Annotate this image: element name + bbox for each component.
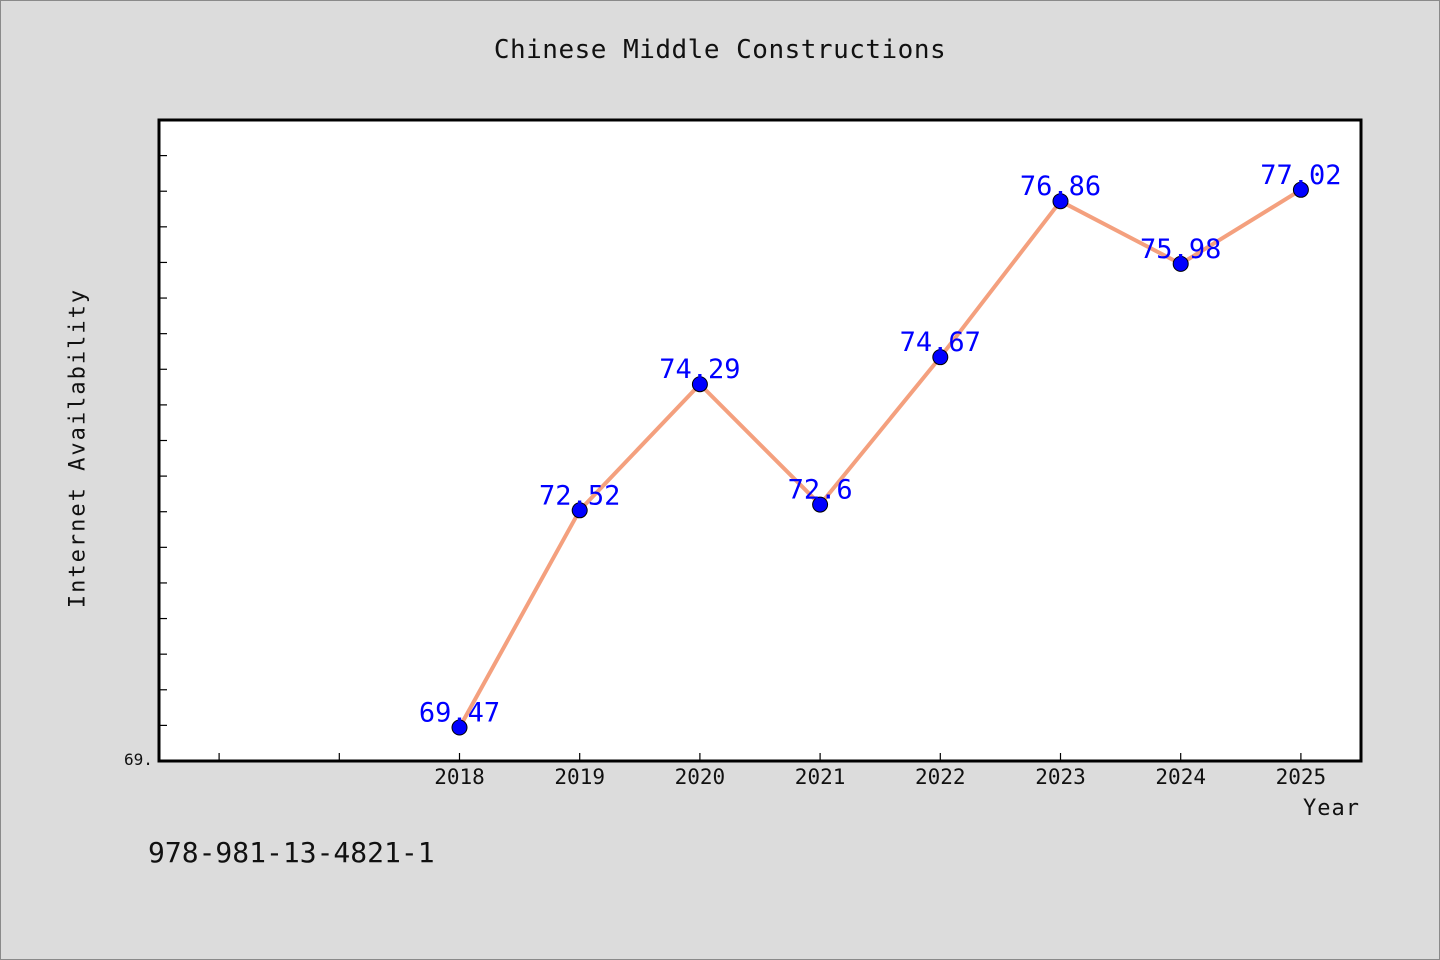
chart-title: Chinese Middle Constructions [493, 35, 947, 65]
x-tick-label: 2023 [1035, 765, 1086, 789]
x-tick-label: 2021 [795, 765, 846, 789]
x-tick-label: 2024 [1155, 765, 1206, 789]
x-axis-label: Year [1303, 796, 1360, 821]
data-point [1292, 181, 1309, 198]
x-tick-label: 2019 [554, 765, 605, 789]
data-point [932, 349, 949, 366]
x-tick-label: 2022 [915, 765, 966, 789]
data-point [1172, 255, 1189, 272]
series-line [457, 187, 1303, 730]
y-axis-ticks [159, 155, 167, 726]
x-axis-ticks: 2018 2019 2020 2021 2022 2023 2024 2025 [218, 753, 1327, 789]
data-label: 69.47 [419, 698, 500, 729]
data-point [691, 376, 708, 393]
plot-area [157, 118, 1363, 763]
footer-code: 978-981-13-4821-1 [148, 836, 435, 869]
data-point [451, 719, 468, 736]
data-label: 72.6 [788, 475, 853, 506]
y-tick-label-min: 69. [124, 750, 153, 769]
x-tick-label: 2025 [1276, 765, 1327, 789]
x-tick-label: 2018 [434, 765, 485, 789]
data-point [812, 496, 829, 513]
series-group: 69.47 72.52 74.29 72.6 74.67 76.86 75.98 77.02 [419, 160, 1342, 736]
data-label: 72.52 [539, 480, 620, 511]
x-tick-label: 2020 [675, 765, 726, 789]
data-label: 74.29 [659, 354, 740, 385]
data-label: 75.98 [1140, 234, 1221, 265]
data-point [1052, 193, 1069, 210]
data-label: 77.02 [1260, 160, 1341, 191]
data-label: 74.67 [900, 327, 981, 358]
data-point [571, 502, 588, 519]
data-label: 76.86 [1020, 171, 1101, 202]
